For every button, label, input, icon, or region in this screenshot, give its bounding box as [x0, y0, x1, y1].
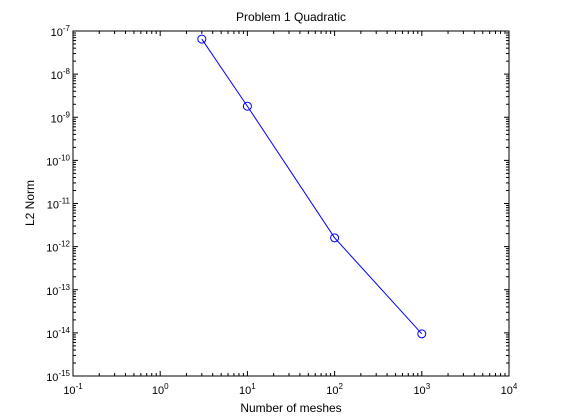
x-tick-label: 103 [413, 382, 430, 397]
y-tick-label: 10-13 [46, 283, 70, 298]
chart-title: Problem 1 Quadratic [236, 10, 346, 24]
x-tick-label: 100 [152, 382, 169, 397]
x-tick-label: 104 [501, 382, 518, 397]
y-tick-label: 10-7 [51, 24, 71, 39]
y-tick-label: 10-10 [46, 153, 70, 168]
x-tick-label: 10-1 [63, 382, 83, 397]
y-tick-label: 10-11 [47, 197, 71, 212]
y-tick-label: 10-14 [46, 326, 70, 341]
plot-area [73, 31, 509, 376]
y-tick-label: 10-9 [51, 110, 71, 125]
y-tick-label: 10-15 [46, 369, 70, 384]
x-tick-label: 101 [239, 382, 256, 397]
y-axis-label: L2 Norm [23, 180, 37, 226]
y-tick-label: 10-12 [46, 240, 70, 255]
y-tick-label: 10-8 [51, 67, 71, 82]
x-tick-label: 102 [326, 382, 343, 397]
x-axis-label: Number of meshes [240, 401, 341, 415]
